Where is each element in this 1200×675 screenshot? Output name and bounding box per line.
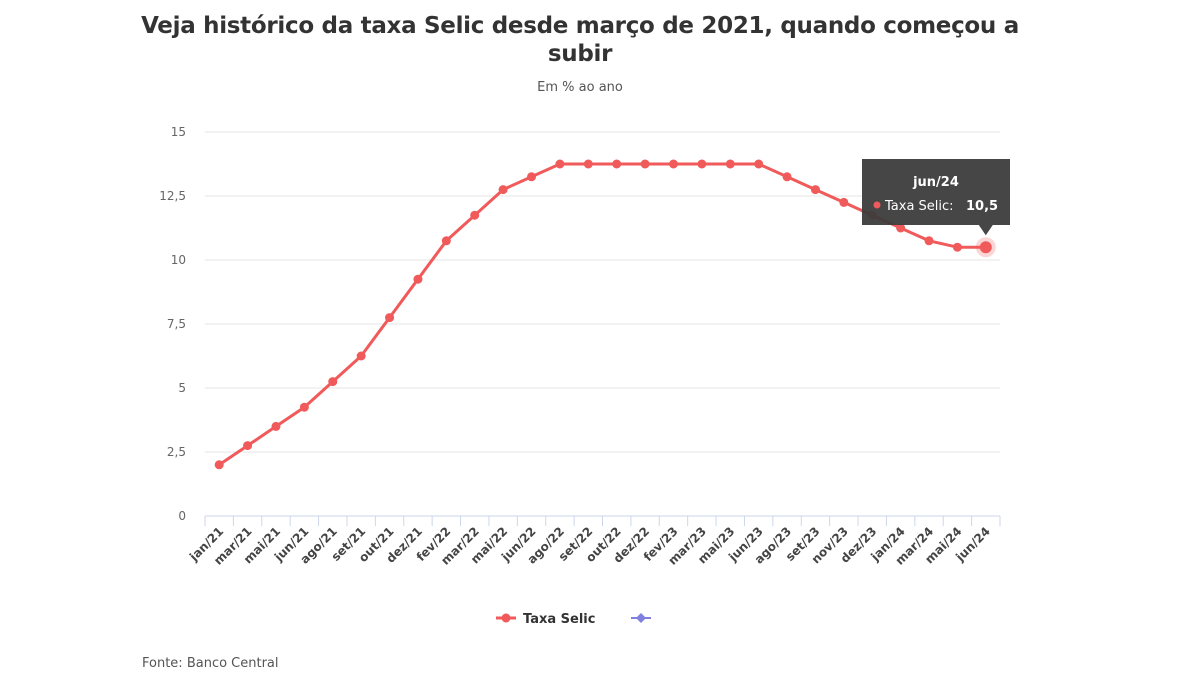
series-line-taxa-selic	[218, 162, 986, 467]
data-point	[612, 159, 622, 169]
data-point	[754, 159, 764, 169]
tooltip-title: jun/24	[912, 175, 959, 190]
y-tick-label: 10	[171, 253, 186, 267]
data-point	[441, 236, 451, 246]
y-tick-label: 15	[171, 125, 186, 139]
tooltip-box	[862, 159, 1010, 236]
data-point	[299, 402, 309, 412]
data-point	[924, 236, 934, 246]
data-point	[413, 274, 423, 284]
tooltip-series: Taxa Selic:	[884, 199, 954, 214]
chart-subtitle: Em % ao ano	[537, 80, 623, 95]
data-point	[668, 159, 678, 169]
data-point	[979, 241, 992, 254]
data-point	[385, 313, 395, 323]
data-point	[356, 351, 366, 361]
data-point	[214, 460, 224, 470]
data-point	[555, 159, 565, 169]
data-point	[782, 172, 792, 182]
data-point	[810, 185, 820, 195]
y-tick-label: 2,5	[167, 445, 186, 459]
data-point	[896, 223, 906, 233]
tooltip-marker	[873, 201, 881, 209]
y-tick-label: 5	[178, 381, 186, 395]
y-tick-label: 0	[178, 509, 186, 523]
tooltip-value: 10,5	[966, 199, 998, 214]
data-point	[725, 159, 735, 169]
legend-marker-taxa-selic	[501, 613, 511, 623]
data-point	[697, 159, 707, 169]
data-point	[952, 242, 962, 252]
data-point	[498, 185, 508, 195]
chart-title: Veja histórico da taxa Selic desde março…	[141, 13, 1019, 67]
chart-source: Fonte: Banco Central	[142, 656, 279, 671]
data-point	[839, 197, 849, 207]
y-tick-label: 12,5	[159, 189, 186, 203]
y-tick-label: 7,5	[167, 317, 186, 331]
legend-label-taxa-selic: Taxa Selic	[523, 612, 595, 627]
legend-marker-series-2	[636, 613, 646, 623]
data-point	[470, 210, 480, 220]
data-point	[328, 377, 338, 387]
data-point	[271, 421, 281, 431]
data-point	[583, 159, 593, 169]
tooltip: jun/24 Taxa Selic: 10,5	[862, 159, 1010, 236]
data-point	[527, 172, 537, 182]
data-point	[243, 441, 253, 451]
data-point	[640, 159, 650, 169]
